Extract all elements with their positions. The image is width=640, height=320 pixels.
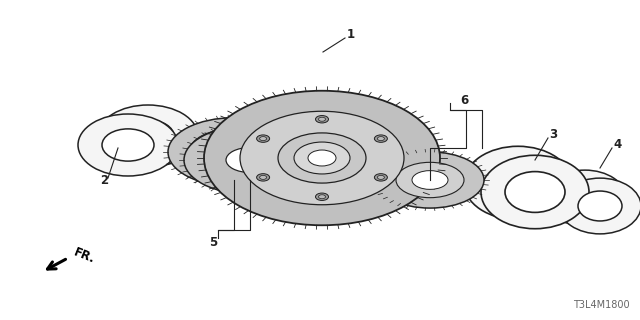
Text: 1: 1 [347,28,355,42]
Ellipse shape [98,105,198,167]
Ellipse shape [260,137,267,140]
Ellipse shape [102,129,154,161]
Text: FR.: FR. [72,246,97,266]
Ellipse shape [505,172,565,212]
Ellipse shape [374,135,387,142]
Ellipse shape [374,174,387,181]
Ellipse shape [260,175,267,180]
Ellipse shape [294,142,350,174]
Ellipse shape [122,120,174,152]
Text: 5: 5 [209,236,217,250]
Ellipse shape [412,171,448,189]
Ellipse shape [168,118,300,186]
Ellipse shape [544,170,626,226]
Ellipse shape [563,183,607,213]
Text: 2: 2 [100,173,108,187]
Ellipse shape [316,116,328,123]
Ellipse shape [316,193,328,200]
Ellipse shape [378,137,385,140]
Ellipse shape [319,195,326,199]
Ellipse shape [308,150,336,166]
Ellipse shape [488,163,548,204]
Text: T3L4M1800: T3L4M1800 [573,300,630,310]
Ellipse shape [205,137,295,183]
Text: 3: 3 [549,129,557,141]
Ellipse shape [257,135,269,142]
Ellipse shape [559,178,640,234]
Text: 6: 6 [460,93,468,107]
Ellipse shape [481,155,589,229]
Ellipse shape [240,111,404,205]
Ellipse shape [204,91,440,225]
Ellipse shape [78,114,178,176]
Ellipse shape [278,133,366,183]
Ellipse shape [210,140,258,164]
Ellipse shape [184,126,316,194]
Ellipse shape [319,117,326,121]
Ellipse shape [378,175,385,180]
Ellipse shape [189,129,279,175]
Text: 4: 4 [613,139,621,151]
Ellipse shape [226,148,274,172]
Ellipse shape [376,152,484,208]
Ellipse shape [396,162,464,198]
Ellipse shape [257,174,269,181]
Ellipse shape [578,191,622,221]
Ellipse shape [464,146,572,220]
Ellipse shape [232,151,268,169]
